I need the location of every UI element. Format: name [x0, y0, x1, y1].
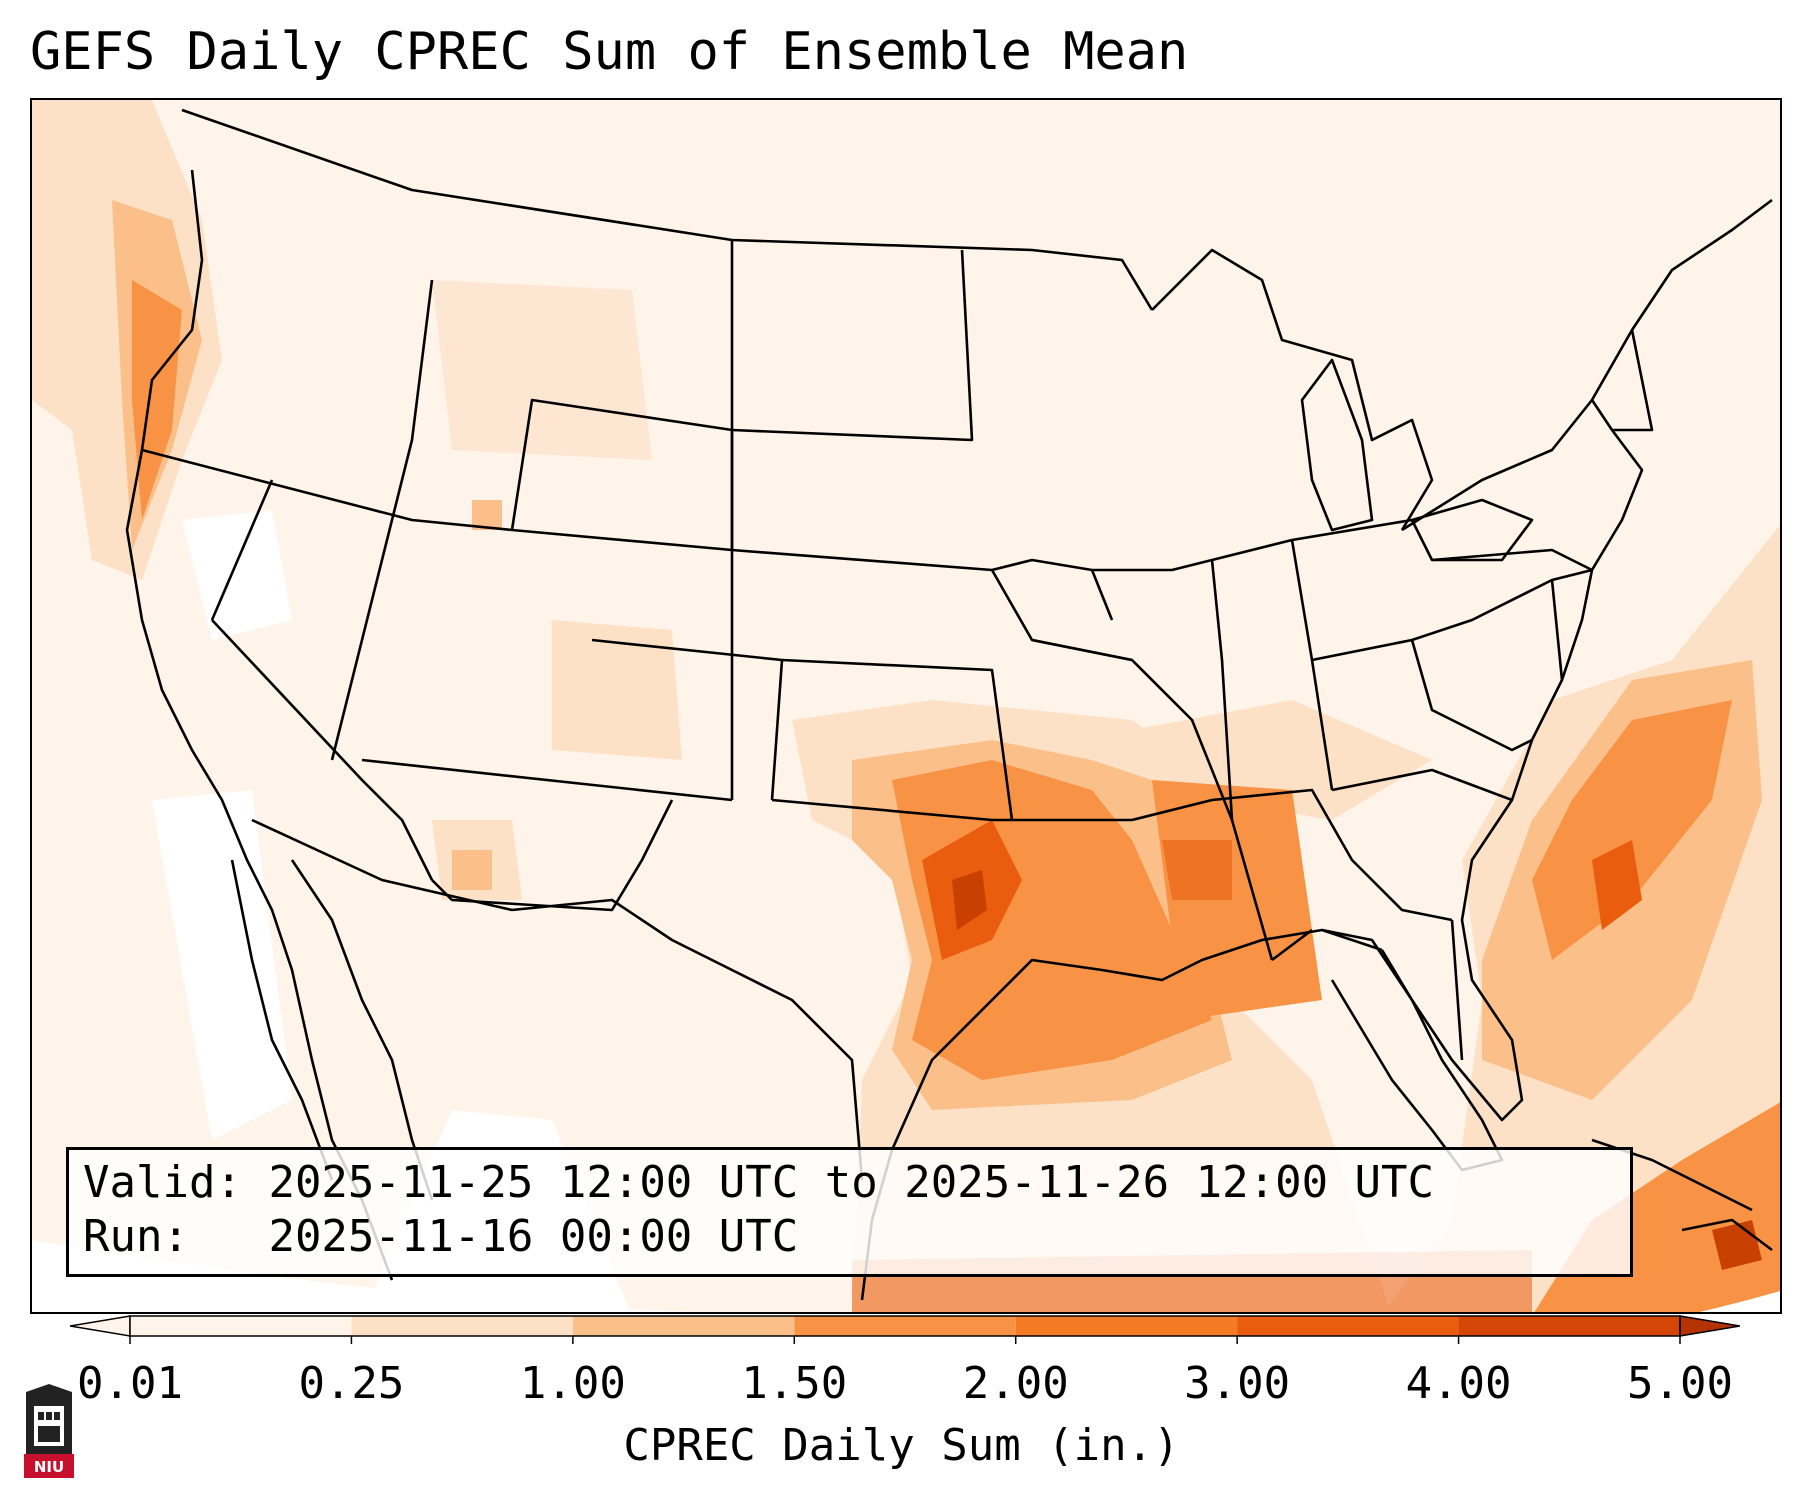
colorbar-tick-label: 5.00: [1627, 1358, 1733, 1409]
colorbar-tick-label: 1.00: [519, 1358, 626, 1409]
colorbar-label: CPREC Daily Sum (in.): [623, 1420, 1180, 1471]
colorbar-segment: [572, 1316, 795, 1336]
map-panel: [30, 98, 1782, 1314]
colorbar: [70, 1315, 1740, 1344]
valid-value: 2025-11-25 12:00 UTC to 2025-11-26 12:00…: [268, 1157, 1435, 1208]
colorbar-segment: [1237, 1316, 1459, 1336]
colorbar-segment: [1458, 1316, 1680, 1336]
valid-label: Valid:: [83, 1157, 242, 1208]
colorbar-tick-label: 0.25: [298, 1358, 405, 1409]
colorbar-segment: [130, 1316, 352, 1336]
colorbar-segment: [1015, 1316, 1238, 1336]
colorbar-tick-label: 0.01: [77, 1358, 183, 1409]
svg-text:NIU: NIU: [34, 1458, 64, 1476]
colorbar-extend-low: [70, 1315, 131, 1337]
colorbar-extend-high: [1679, 1315, 1740, 1337]
boundary-lines: [125, 108, 1773, 1301]
map-title: GEFS Daily CPREC Sum of Ensemble Mean: [30, 22, 1189, 82]
run-value: 2025-11-16 00:00 UTC: [268, 1211, 799, 1262]
valid-run-info-box: Valid: 2025-11-25 12:00 UTC to 2025-11-2…: [66, 1147, 1633, 1277]
colorbar-tick-label: 4.00: [1405, 1358, 1512, 1409]
colorbar-segment: [351, 1316, 573, 1336]
colorbar-tick-label: 1.50: [741, 1358, 848, 1409]
precip-shading: [32, 100, 1780, 1312]
colorbar-segment: [794, 1316, 1016, 1336]
precipitation-map: [32, 100, 1780, 1312]
colorbar-tick-label: 3.00: [1184, 1358, 1291, 1409]
niu-logo: NIU: [24, 1384, 74, 1478]
run-label: Run:: [83, 1211, 189, 1262]
colorbar-tick-label: 2.00: [962, 1358, 1069, 1409]
